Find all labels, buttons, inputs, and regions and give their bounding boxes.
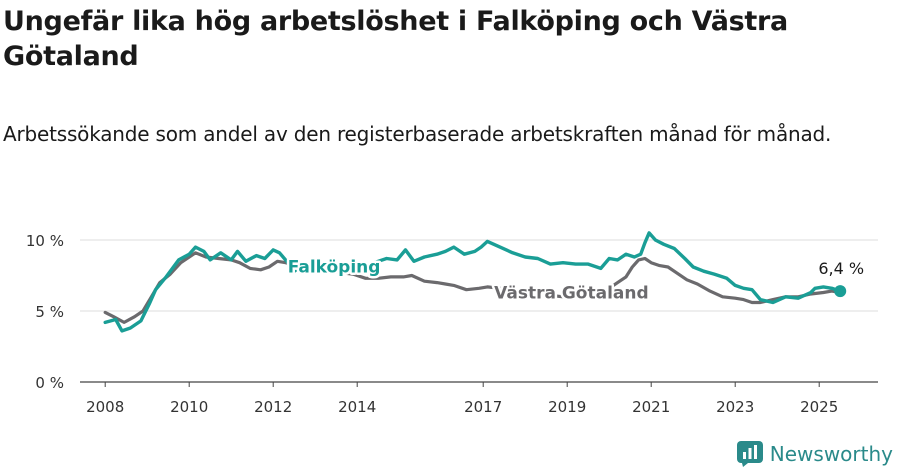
x-tick-label: 2021 [632,398,670,416]
y-tick-label: 10 % [26,232,64,250]
last-value-label: 6,4 % [818,259,864,278]
x-tick-label: 2012 [254,398,292,416]
chart-title: Ungefär lika hög arbetslöshet i Falköpin… [3,6,788,72]
last-value-point [834,285,847,298]
x-tick-label: 2019 [548,398,586,416]
chart-subtitle: Arbetssökande som andel av den registerb… [3,122,832,146]
series-label-vastra-gotaland: Västra Götaland [494,284,649,304]
x-tick-label: 2025 [800,398,838,416]
line-chart: Falköping Västra Götaland 6,4 % 0 % 5 % 10 %… [26,231,878,416]
series-line-vastra-gotaland [103,251,842,324]
series-line-falkoping [103,231,842,333]
x-tick-label: 2014 [338,398,376,416]
x-tick-label: 2008 [86,398,124,416]
x-tick-label: 2023 [716,398,754,416]
newsworthy-logo-icon [736,441,763,467]
newsworthy-logo: Newsworthy [736,441,893,467]
series-label-falkoping: Falköping [288,257,381,277]
y-tick-label: 0 % [35,374,64,392]
y-tick-label: 5 % [35,303,64,321]
x-tick-label: 2017 [464,398,502,416]
x-tick-label: 2010 [170,398,208,416]
brand-name: Newsworthy [769,442,893,466]
